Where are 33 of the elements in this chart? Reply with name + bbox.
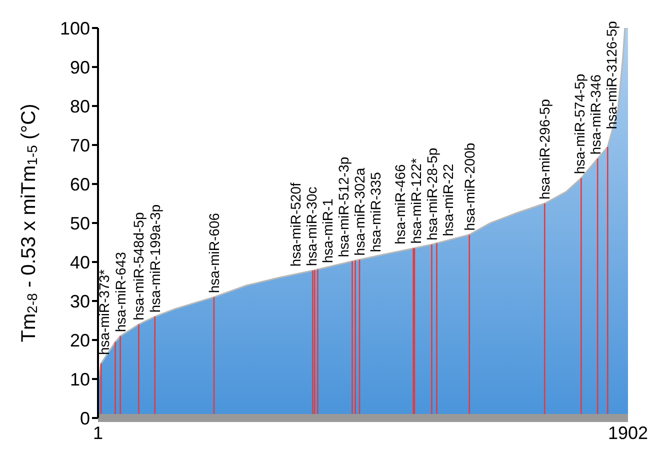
ref-line-label: hsa-miR-548d-5p: [130, 212, 147, 320]
y-tick-label: 10: [70, 369, 90, 390]
y-tick-label: 30: [70, 291, 90, 312]
ref-line-label: hsa-miR-302a: [351, 168, 368, 256]
ref-line-label: hsa-miR-335: [367, 172, 384, 252]
ref-line-label: hsa-miR-643: [112, 252, 128, 332]
y-tick-label: 60: [70, 174, 90, 194]
ref-line-label: hsa-miR-520f: [287, 182, 304, 267]
ref-line-label: hsa-miR-346: [587, 74, 604, 155]
y-tick-label: 70: [70, 135, 90, 156]
y-tick-label: 20: [70, 330, 90, 350]
y-tick-label: 90: [70, 57, 90, 78]
ref-line-label: hsa-miR-30c: [303, 186, 320, 266]
x-tick-label: 1: [92, 422, 104, 443]
ref-line-label: hsa-miR-3126-5p: [603, 20, 620, 130]
ref-line-label: hsa-miR-606: [206, 212, 222, 294]
ref-line-label: hsa-miR-1: [319, 198, 336, 264]
y-tick-label: 50: [70, 213, 90, 234]
ref-line-label: hsa-miR-28-5p: [424, 148, 440, 240]
y-tick-label: 0: [80, 408, 90, 428]
x-tick-label: 1902: [608, 422, 648, 443]
ref-line-label: hsa-miR-296-5p: [536, 98, 553, 200]
ref-line-label: hsa-miR-122*: [408, 158, 424, 244]
ref-line-label: hsa-miR-199a-3p: [146, 204, 163, 313]
y-tick-label: 80: [70, 96, 90, 116]
ref-line-label: hsa-miR-512-3p: [335, 156, 352, 258]
y-tick-label: 100: [60, 18, 90, 38]
ref-line-label: hsa-miR-466: [392, 164, 408, 244]
y-tick-label: 40: [70, 252, 90, 272]
ref-line-label: hsa-miR-200b: [461, 142, 478, 231]
ref-line-label: hsa-miR-22: [440, 164, 456, 236]
ref-line-label: hsa-miR-373*: [96, 268, 112, 355]
ref-line-label: hsa-miR-574-5p: [571, 74, 588, 174]
